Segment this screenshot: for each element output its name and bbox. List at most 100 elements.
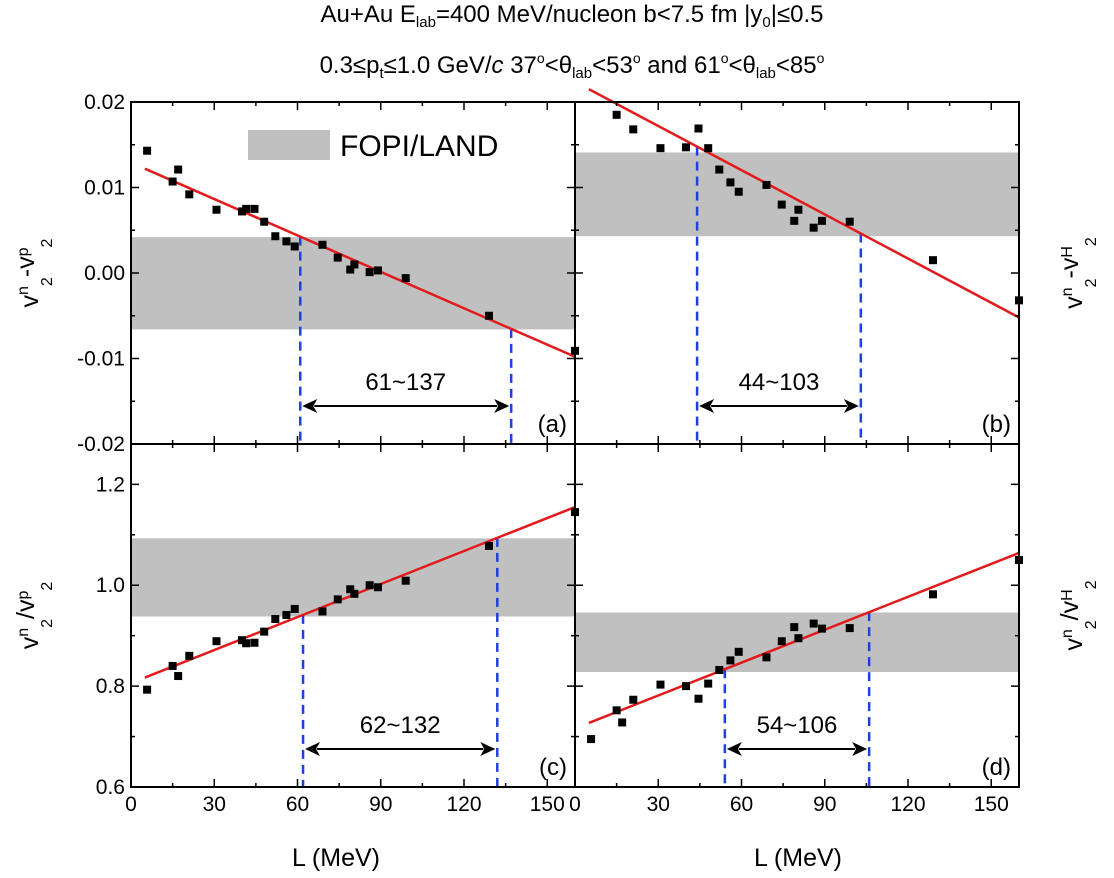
x-tick-label: 120	[890, 793, 925, 816]
data-point	[682, 143, 690, 152]
x-tick-label: 60	[730, 793, 753, 816]
y-axis-title: vn2/vp2	[12, 582, 56, 650]
data-point	[401, 576, 410, 585]
data-point	[260, 627, 269, 636]
range-arrow-right-head	[852, 742, 868, 756]
fit-line	[588, 88, 1020, 319]
x-axis-title-right: L (MeV)	[754, 844, 842, 872]
data-point	[682, 682, 690, 691]
range-arrow-right-head	[480, 742, 496, 756]
y-axis-title: vn2/vH2	[1056, 580, 1100, 650]
panels: 61~137 -0.02 -0.01 0.00 0.01 0.02 (a) vn2-vp2 44…	[12, 88, 1100, 816]
data-point	[250, 204, 259, 213]
data-point	[290, 242, 299, 251]
y-axis-title: vn2-vp2	[12, 238, 56, 307]
data-point	[656, 144, 665, 153]
data-point	[168, 177, 177, 186]
data-point	[734, 187, 743, 196]
data-point	[777, 200, 786, 209]
data-point	[318, 607, 327, 616]
title-line-2: 0.3≤pt≤1.0 GeV/c 37o<θlab<53o and 61o<θl…	[320, 50, 825, 82]
range-label: 62~132	[360, 712, 441, 739]
data-point	[484, 311, 493, 320]
range-arrow-right-head	[494, 399, 510, 413]
data-point	[346, 585, 355, 594]
data-point	[790, 216, 799, 225]
data-point	[365, 268, 374, 277]
y-tick-label: 1.0	[96, 574, 125, 597]
data-point	[845, 624, 854, 633]
x-tick-label: 90	[369, 793, 392, 816]
data-point	[271, 615, 280, 624]
data-point	[333, 595, 342, 604]
y-axis-title: vn2-vH2	[1056, 237, 1100, 309]
data-point	[587, 735, 596, 744]
range-arrow-right-head	[843, 399, 859, 413]
data-point	[629, 695, 638, 704]
fopi-land-band	[575, 612, 1019, 672]
y-tick-label: 0.01	[84, 177, 125, 200]
data-point	[704, 144, 713, 153]
data-point	[143, 685, 152, 694]
data-point	[694, 694, 703, 703]
data-point	[928, 256, 937, 265]
y-tick-label: 1.2	[96, 473, 125, 496]
data-point	[629, 125, 638, 134]
data-point	[612, 706, 621, 715]
data-point	[762, 653, 771, 662]
data-point	[704, 679, 713, 688]
legend-label: FOPI/LAND	[340, 130, 498, 163]
y-tick-label: 0.02	[84, 91, 125, 114]
data-point	[271, 232, 280, 241]
data-point	[694, 124, 703, 133]
data-point	[612, 110, 621, 119]
data-point	[242, 639, 251, 648]
data-point	[794, 205, 803, 214]
data-point	[174, 165, 183, 174]
data-point	[346, 265, 355, 274]
data-point	[250, 638, 259, 647]
x-tick-label: 60	[286, 793, 309, 816]
data-point	[290, 604, 299, 613]
data-point	[726, 178, 735, 187]
data-point	[242, 204, 251, 213]
range-arrow-left-head	[305, 742, 321, 756]
data-point	[365, 581, 374, 590]
fit-line	[588, 551, 1020, 725]
data-point	[333, 253, 342, 262]
fit-line	[144, 505, 576, 679]
data-point	[238, 207, 246, 216]
title-line-1: Au+Au Elab=400 MeV/nucleon b<7.5 fm |y0|…	[321, 1, 824, 31]
data-point	[143, 146, 152, 155]
data-point	[734, 647, 743, 656]
fopi-land-band	[131, 237, 575, 330]
fit-line	[144, 167, 576, 358]
panel-a: 61~137 -0.02 -0.01 0.00 0.01 0.02 (a) vn2-vp2	[12, 91, 579, 456]
data-point	[790, 623, 799, 632]
panel-label: (d)	[982, 754, 1011, 781]
data-point	[809, 619, 818, 628]
range-arrow-left-head	[726, 742, 742, 756]
data-point	[185, 651, 194, 660]
data-point	[762, 180, 771, 189]
fopi-land-band	[131, 538, 575, 617]
y-tick-label: 0.6	[96, 776, 125, 799]
data-point	[656, 680, 665, 689]
y-tick-label: -0.02	[77, 433, 125, 456]
legend-swatch	[248, 130, 330, 160]
data-point	[168, 661, 177, 670]
x-tick-label: 30	[203, 793, 226, 816]
panel-label: (c)	[539, 754, 567, 781]
x-tick-label: 120	[446, 793, 481, 816]
data-point	[809, 223, 818, 232]
data-point	[260, 217, 269, 226]
data-point	[212, 205, 221, 214]
y-tick-label: -0.01	[77, 348, 125, 371]
y-tick-label: 0.00	[84, 262, 125, 285]
range-arrow-left-head	[699, 399, 715, 413]
data-point	[212, 637, 221, 646]
data-point	[845, 217, 854, 226]
panel-c: 62~132 0 30 60 90 120 150 0.6 0.8 1.0 1.2 (c) vn2/vp…	[12, 443, 579, 816]
data-point	[185, 190, 194, 199]
